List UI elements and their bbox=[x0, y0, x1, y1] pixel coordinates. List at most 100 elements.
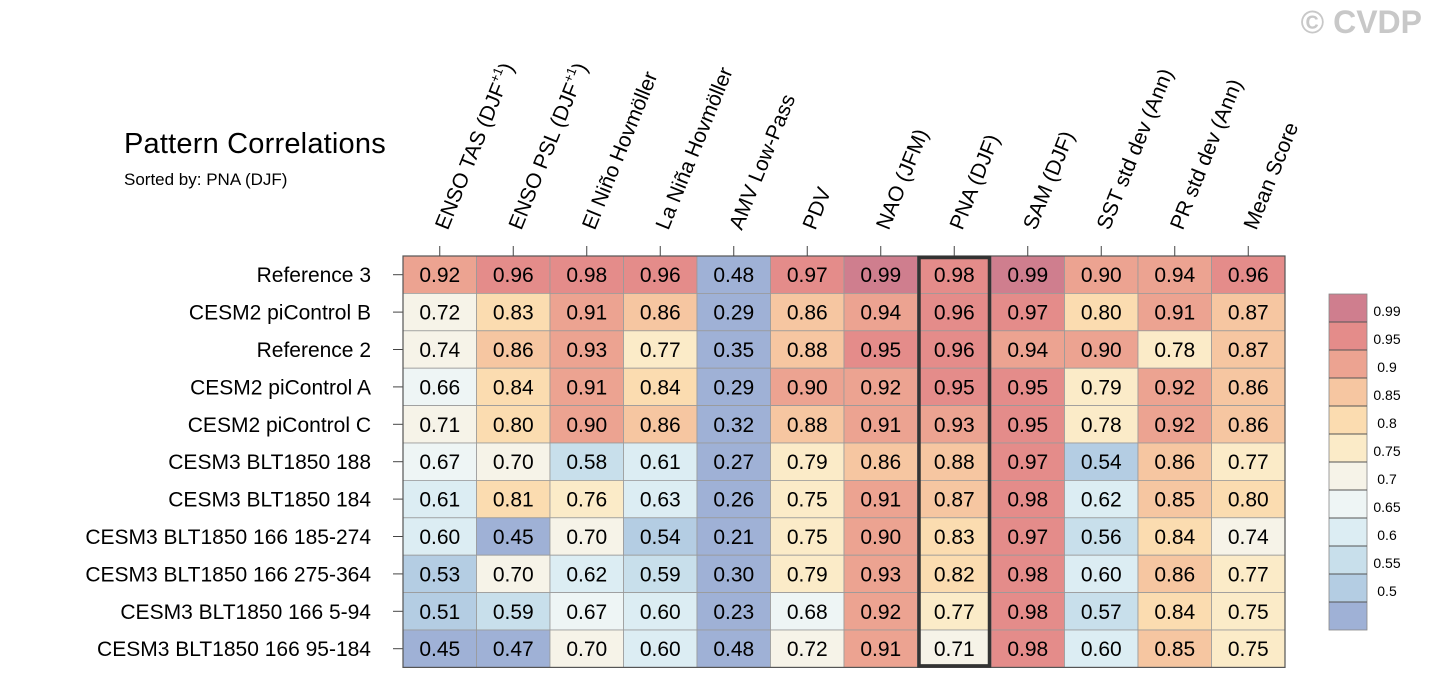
heatmap-cell bbox=[623, 592, 698, 631]
heatmap-cell bbox=[696, 479, 771, 519]
cell-value: 0.60 bbox=[419, 526, 460, 549]
cell-value: 0.98 bbox=[1007, 638, 1048, 661]
cell-value: 0.74 bbox=[419, 339, 460, 362]
cell-value: 0.86 bbox=[493, 339, 534, 362]
heatmap-cell bbox=[623, 405, 698, 444]
colorbar-tick-label: 0.7 bbox=[1377, 471, 1397, 487]
heatmap-cell bbox=[549, 292, 624, 332]
heatmap-cell bbox=[549, 629, 624, 668]
cell-value: 0.99 bbox=[860, 264, 901, 287]
column-label: El Niño Hovmöller bbox=[578, 68, 662, 232]
heatmap-cell bbox=[770, 592, 845, 631]
cell-value: 0.70 bbox=[493, 563, 534, 586]
cell-value: 0.80 bbox=[1081, 302, 1122, 325]
heatmap-cell bbox=[476, 405, 551, 444]
row-label: CESM3 BLT1850 166 5-94 bbox=[120, 601, 371, 624]
heatmap-cell bbox=[1211, 330, 1286, 369]
cell-value: 0.92 bbox=[419, 264, 460, 287]
cell-value: 0.79 bbox=[787, 451, 828, 474]
row-label: CESM2 piControl A bbox=[190, 376, 371, 399]
cell-value: 0.71 bbox=[419, 414, 460, 437]
cell-value: 0.85 bbox=[1154, 638, 1195, 661]
cell-value: 0.68 bbox=[787, 601, 828, 624]
heatmap-cell bbox=[917, 554, 992, 594]
cell-value: 0.95 bbox=[1007, 414, 1048, 437]
heatmap-cell bbox=[1064, 554, 1139, 594]
colorbar-swatch bbox=[1329, 490, 1367, 518]
highlight-column-box bbox=[917, 255, 992, 668]
cell-value: 0.61 bbox=[640, 451, 681, 474]
heatmap-cell bbox=[770, 405, 845, 444]
cell-value: 0.92 bbox=[860, 601, 901, 624]
column-label: La Niña Hovmöller bbox=[652, 64, 738, 233]
cell-value: 0.35 bbox=[713, 339, 754, 362]
heatmap-cell bbox=[623, 292, 698, 332]
row-label: CESM2 piControl C bbox=[188, 414, 371, 437]
cell-value: 0.79 bbox=[1081, 376, 1122, 399]
column-label: PNA (DJF) bbox=[946, 131, 1005, 233]
cell-value: 0.91 bbox=[566, 302, 607, 325]
cell-value: 0.62 bbox=[1081, 489, 1122, 512]
cell-value: 0.94 bbox=[860, 302, 901, 325]
cell-value: 0.94 bbox=[1154, 264, 1195, 287]
cell-value: 0.86 bbox=[640, 302, 681, 325]
cell-value: 0.96 bbox=[640, 264, 681, 287]
heatmap-cell bbox=[549, 554, 624, 594]
cell-value: 0.70 bbox=[493, 451, 534, 474]
cell-value: 0.86 bbox=[1228, 376, 1269, 399]
cell-value: 0.77 bbox=[934, 601, 975, 624]
heatmap-cell bbox=[476, 442, 551, 481]
row-label: Reference 3 bbox=[257, 264, 371, 287]
heatmap-cell bbox=[1211, 405, 1286, 444]
heatmap-cell bbox=[770, 479, 845, 519]
row-label: CESM2 piControl B bbox=[189, 302, 371, 325]
heatmap-cell bbox=[623, 367, 698, 407]
heatmap-cell bbox=[843, 330, 918, 369]
colorbar-tick-label: 0.99 bbox=[1373, 303, 1400, 319]
cell-value: 0.92 bbox=[1154, 414, 1195, 437]
heatmap-cell bbox=[1064, 330, 1139, 369]
colorbar-tick-label: 0.95 bbox=[1373, 331, 1400, 347]
cell-value: 0.48 bbox=[713, 264, 754, 287]
heatmap-cell bbox=[402, 330, 477, 369]
cell-value: 0.86 bbox=[1154, 563, 1195, 586]
cell-value: 0.86 bbox=[787, 302, 828, 325]
heatmap-cell bbox=[1064, 592, 1139, 631]
cell-value: 0.86 bbox=[1228, 414, 1269, 437]
heatmap-cell bbox=[1137, 592, 1212, 631]
cell-value: 0.98 bbox=[1007, 489, 1048, 512]
heatmap-cell bbox=[990, 292, 1065, 332]
cell-value: 0.45 bbox=[493, 526, 534, 549]
heatmap-cell bbox=[1064, 629, 1139, 668]
heatmap-cell bbox=[1064, 405, 1139, 444]
heatmap-cell bbox=[402, 442, 477, 481]
colorbar-tick-label: 0.55 bbox=[1373, 555, 1400, 571]
cell-value: 0.59 bbox=[493, 601, 534, 624]
cell-value: 0.87 bbox=[1228, 339, 1269, 362]
heatmap-cell bbox=[917, 367, 992, 407]
cell-value: 0.27 bbox=[713, 451, 754, 474]
cell-value: 0.90 bbox=[860, 526, 901, 549]
cell-value: 0.93 bbox=[566, 339, 607, 362]
heatmap-cell bbox=[770, 292, 845, 332]
cell-value: 0.97 bbox=[1007, 451, 1048, 474]
heatmap-cell bbox=[696, 330, 771, 369]
heatmap-cell bbox=[990, 405, 1065, 444]
colorbar-tick-label: 0.8 bbox=[1377, 415, 1397, 431]
cell-value: 0.58 bbox=[566, 451, 607, 474]
cell-value: 0.91 bbox=[860, 638, 901, 661]
cell-value: 0.94 bbox=[1007, 339, 1048, 362]
cell-value: 0.90 bbox=[787, 376, 828, 399]
cell-value: 0.88 bbox=[787, 414, 828, 437]
heatmap-cell bbox=[696, 405, 771, 444]
cell-value: 0.75 bbox=[1228, 638, 1269, 661]
cell-value: 0.21 bbox=[713, 526, 754, 549]
cell-value: 0.77 bbox=[1228, 563, 1269, 586]
cell-value: 0.74 bbox=[1228, 526, 1269, 549]
heatmap-cell bbox=[549, 592, 624, 631]
heatmap-cell bbox=[549, 367, 624, 407]
cell-value: 0.75 bbox=[787, 526, 828, 549]
cell-value: 0.91 bbox=[860, 489, 901, 512]
cell-value: 0.76 bbox=[566, 489, 607, 512]
cell-value: 0.86 bbox=[1154, 451, 1195, 474]
